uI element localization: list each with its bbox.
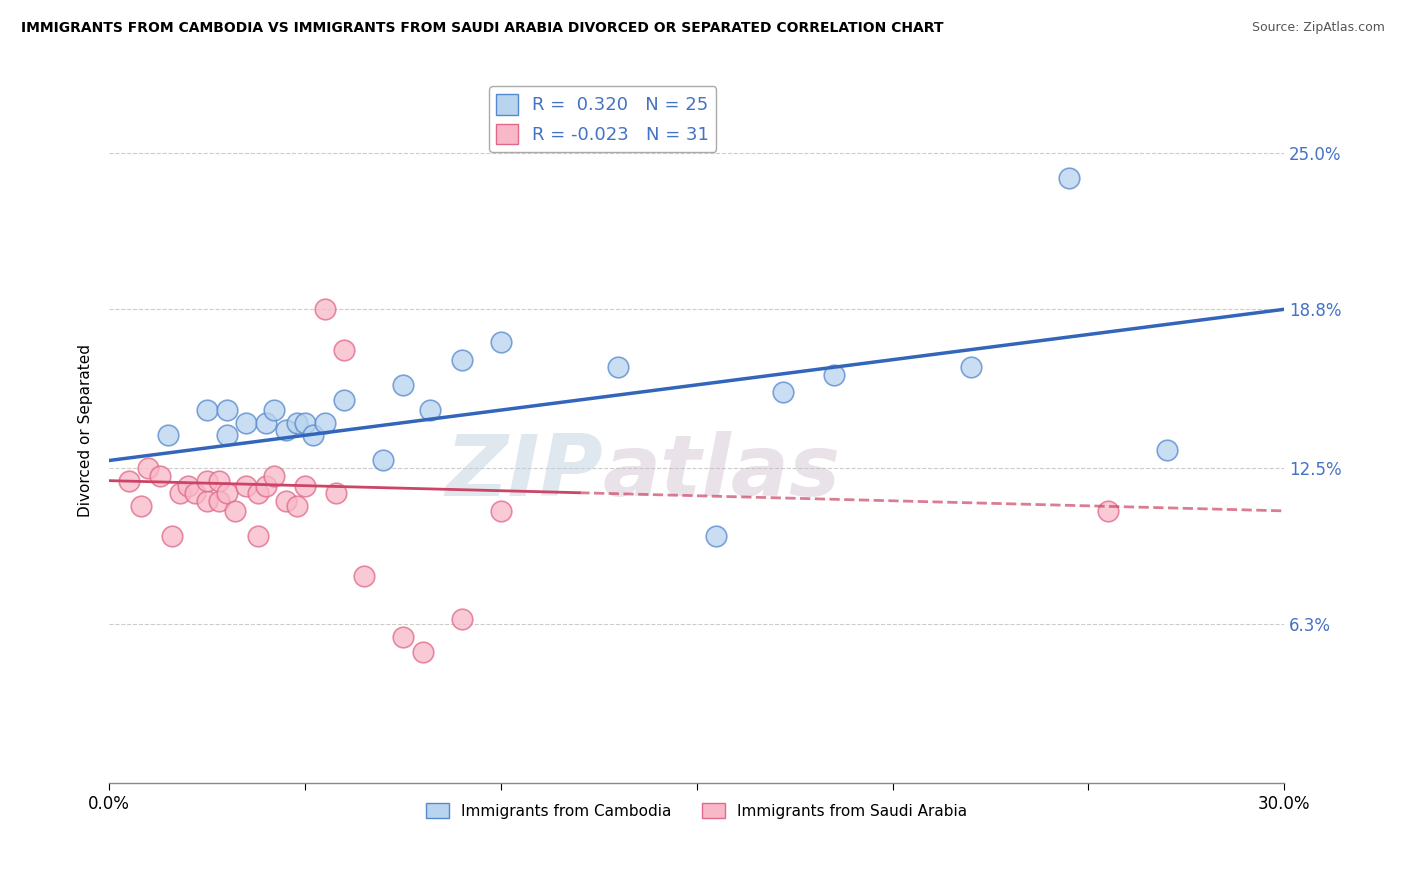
- Point: [489, 334, 512, 349]
- Point: [314, 302, 336, 317]
- Point: [274, 423, 297, 437]
- Point: [195, 403, 218, 417]
- Point: [247, 529, 270, 543]
- Point: [392, 630, 415, 644]
- Text: atlas: atlas: [603, 431, 841, 514]
- Point: [489, 504, 512, 518]
- Point: [263, 468, 285, 483]
- Point: [314, 416, 336, 430]
- Point: [208, 493, 231, 508]
- Point: [138, 461, 160, 475]
- Legend: Immigrants from Cambodia, Immigrants from Saudi Arabia: Immigrants from Cambodia, Immigrants fro…: [420, 797, 973, 825]
- Point: [294, 478, 316, 492]
- Point: [149, 468, 172, 483]
- Point: [235, 416, 257, 430]
- Point: [392, 377, 415, 392]
- Point: [1097, 504, 1119, 518]
- Text: IMMIGRANTS FROM CAMBODIA VS IMMIGRANTS FROM SAUDI ARABIA DIVORCED OR SEPARATED C: IMMIGRANTS FROM CAMBODIA VS IMMIGRANTS F…: [21, 21, 943, 36]
- Point: [129, 499, 152, 513]
- Text: ZIP: ZIP: [446, 431, 603, 514]
- Point: [333, 343, 356, 357]
- Point: [607, 360, 630, 375]
- Point: [169, 486, 191, 500]
- Point: [419, 403, 441, 417]
- Point: [184, 486, 207, 500]
- Point: [247, 486, 270, 500]
- Point: [285, 499, 308, 513]
- Y-axis label: Divorced or Separated: Divorced or Separated: [79, 343, 93, 516]
- Point: [333, 392, 356, 407]
- Point: [274, 493, 297, 508]
- Point: [772, 385, 794, 400]
- Point: [215, 486, 238, 500]
- Point: [254, 478, 277, 492]
- Point: [450, 612, 472, 626]
- Point: [412, 645, 434, 659]
- Point: [263, 403, 285, 417]
- Point: [118, 474, 141, 488]
- Point: [195, 474, 218, 488]
- Point: [285, 416, 308, 430]
- Point: [960, 360, 983, 375]
- Point: [215, 428, 238, 442]
- Point: [353, 569, 375, 583]
- Point: [1156, 443, 1178, 458]
- Point: [215, 403, 238, 417]
- Point: [160, 529, 183, 543]
- Point: [224, 504, 246, 518]
- Point: [373, 453, 395, 467]
- Point: [235, 478, 257, 492]
- Point: [254, 416, 277, 430]
- Point: [450, 352, 472, 367]
- Point: [325, 486, 347, 500]
- Point: [1057, 171, 1080, 186]
- Point: [195, 493, 218, 508]
- Point: [302, 428, 325, 442]
- Point: [706, 529, 728, 543]
- Point: [294, 416, 316, 430]
- Point: [208, 474, 231, 488]
- Point: [176, 478, 198, 492]
- Text: Source: ZipAtlas.com: Source: ZipAtlas.com: [1251, 21, 1385, 35]
- Point: [823, 368, 845, 382]
- Point: [156, 428, 179, 442]
